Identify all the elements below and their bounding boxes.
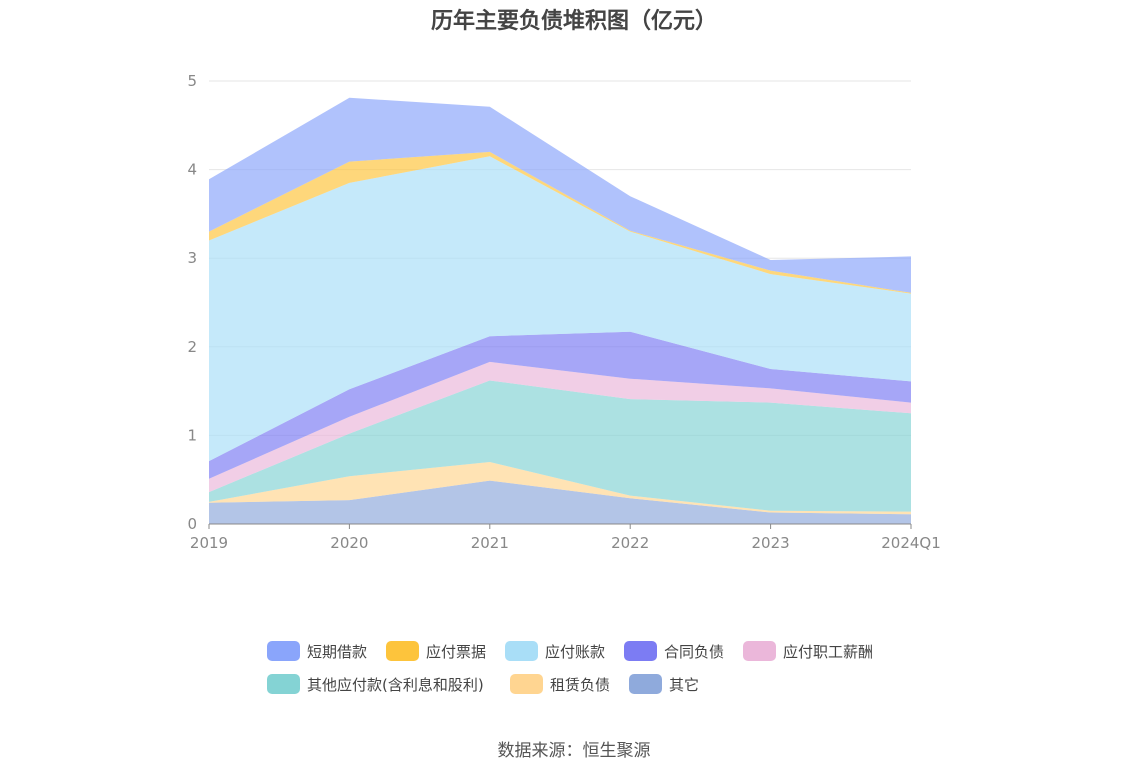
area-series-0 [209, 480, 911, 524]
legend-swatch [505, 641, 538, 661]
legend-label: 租赁负债 [550, 676, 610, 694]
y-tick-label: 5 [187, 72, 197, 90]
legend-label: 合同负债 [664, 643, 724, 661]
area-series-5 [209, 156, 911, 462]
legend-item[interactable]: 应付票据 [386, 641, 486, 661]
legend-label: 其它 [669, 676, 699, 694]
legend-item[interactable]: 租赁负债 [510, 674, 610, 694]
legend-item[interactable]: 合同负债 [624, 641, 724, 661]
area-series-3 [209, 361, 911, 493]
legend-label: 其他应付款(含利息和股利) [307, 676, 484, 694]
x-tick-label: 2022 [611, 534, 649, 552]
legend-swatch [624, 641, 657, 661]
area-series-7 [209, 97, 911, 293]
x-tick-label: 2020 [330, 534, 368, 552]
legend-label: 应付票据 [426, 643, 486, 661]
chart-title: 历年主要负债堆积图（亿元） [430, 9, 717, 34]
y-tick-label: 1 [187, 426, 197, 444]
legend-item[interactable]: 其它 [629, 674, 699, 694]
y-tick-label: 4 [187, 161, 197, 179]
legend-item[interactable]: 其他应付款(含利息和股利) [267, 674, 484, 694]
x-tick-label: 2024Q1 [881, 534, 941, 552]
area-series-2 [209, 380, 911, 512]
legend-label: 短期借款 [307, 643, 367, 661]
legend-item[interactable]: 应付账款 [505, 641, 605, 661]
area-series-1 [209, 462, 911, 515]
axes: 0 1 2 3 4 5 2019 2020 2021 2022 2023 2024Q1 [187, 72, 940, 552]
legend-item[interactable]: 应付职工薪酬 [743, 641, 873, 661]
legend-item[interactable]: 短期借款 [267, 641, 367, 661]
legend-swatch [267, 641, 300, 661]
legend-swatch [267, 674, 300, 694]
y-tick-label: 3 [187, 249, 197, 267]
series-areas [209, 97, 911, 524]
legend-swatch [386, 641, 419, 661]
area-series-4 [209, 331, 911, 479]
legend-swatch [510, 674, 543, 694]
source-note: 数据来源：恒生聚源 [497, 741, 651, 761]
legend-swatch [743, 641, 776, 661]
y-tick-label: 2 [187, 338, 197, 356]
x-tick-label: 2021 [471, 534, 509, 552]
y-tick-label: 0 [187, 515, 197, 533]
legend-swatch [629, 674, 662, 694]
x-tick-label: 2019 [190, 534, 228, 552]
legend-label: 应付账款 [545, 643, 605, 661]
legend-label: 应付职工薪酬 [783, 643, 873, 661]
x-tick-label: 2023 [752, 534, 790, 552]
